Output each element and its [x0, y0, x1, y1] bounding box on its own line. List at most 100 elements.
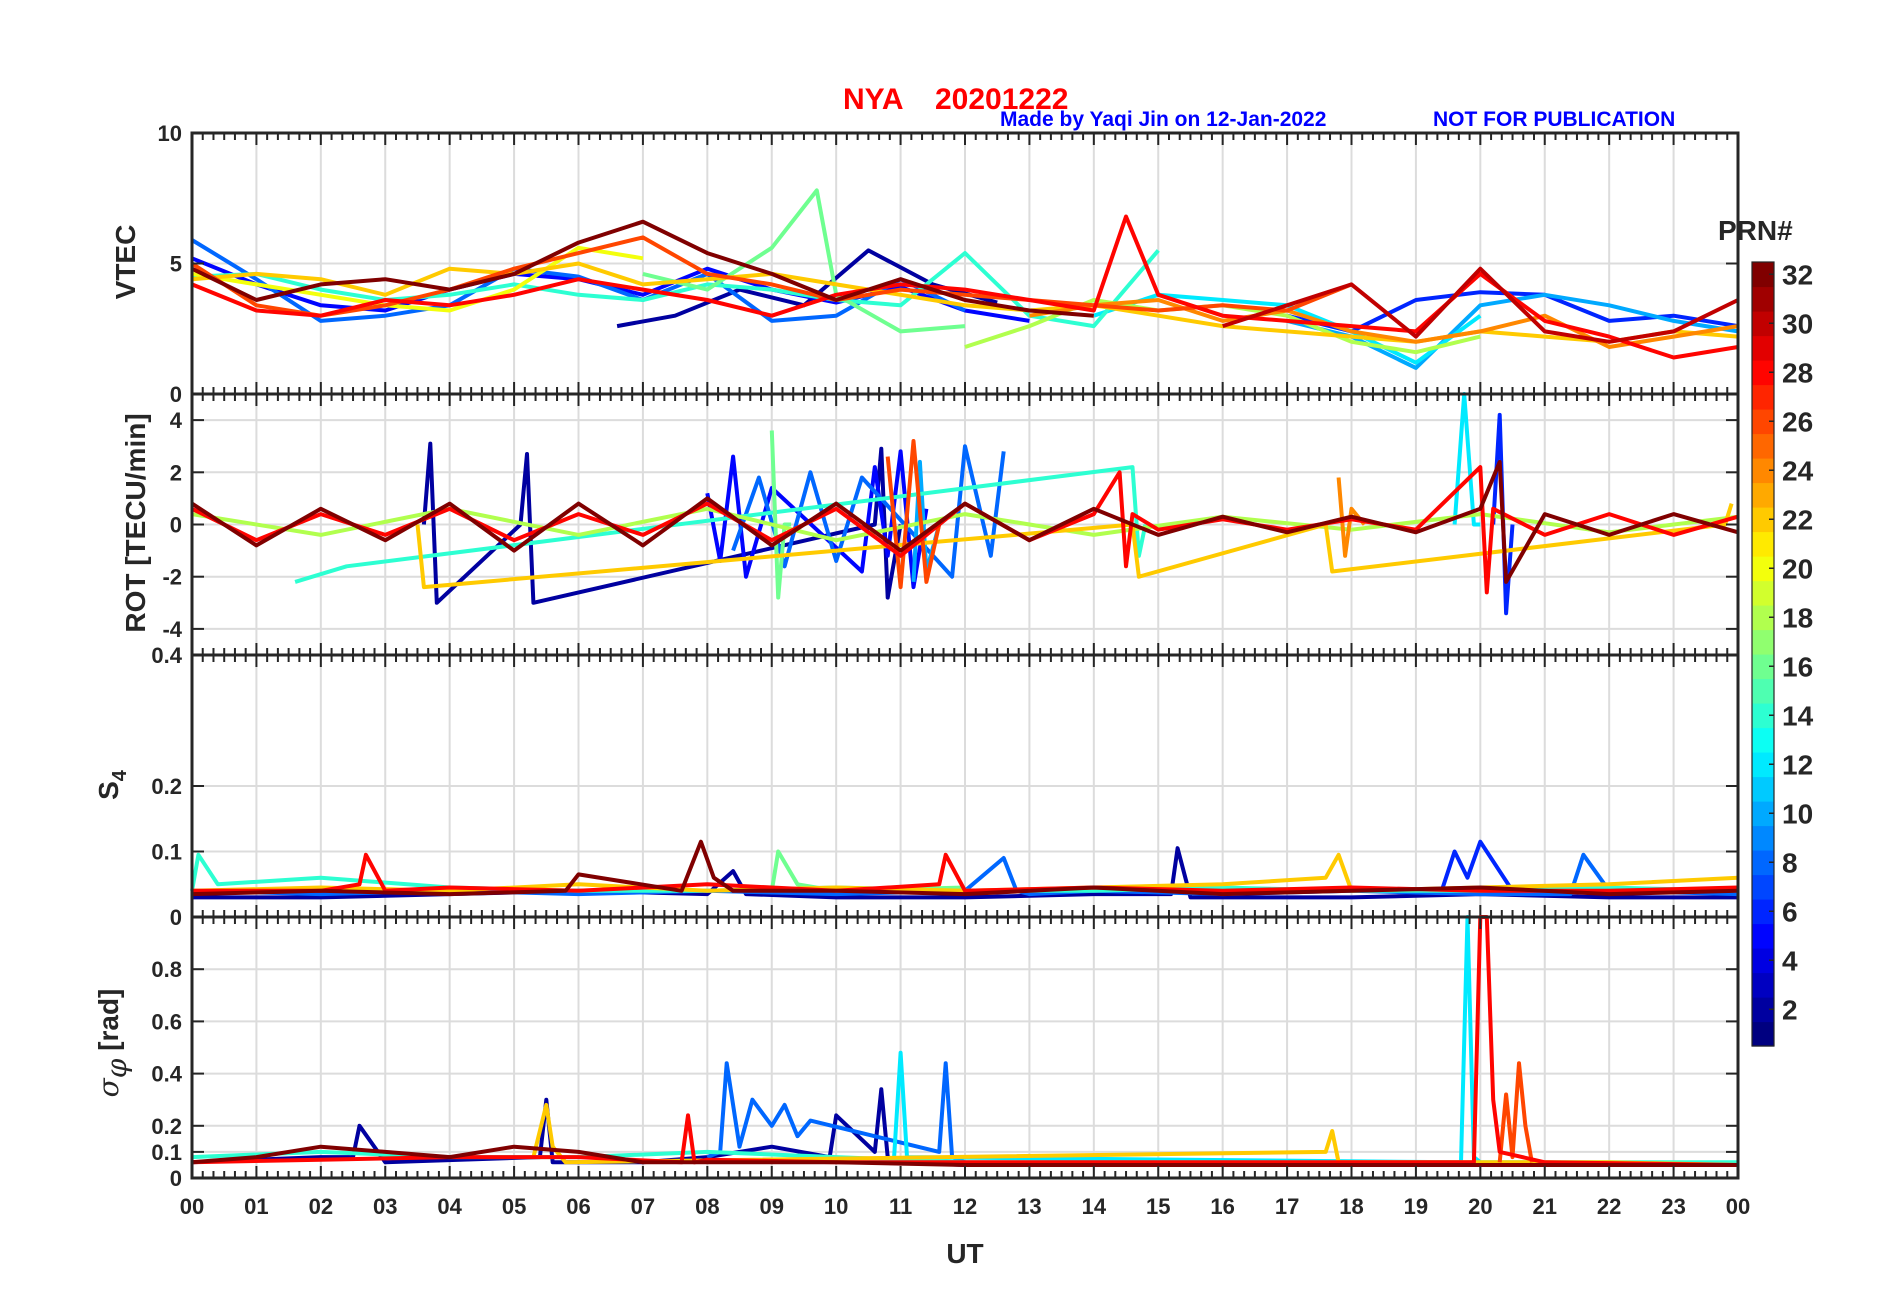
y-tick-label: 0.1 [151, 840, 182, 865]
x-tick-label: 10 [824, 1194, 848, 1219]
colorbar-swatch-prn-24 [1752, 458, 1774, 484]
rot-grid [192, 394, 1738, 655]
colorbar-tick-label: 8 [1782, 847, 1798, 878]
colorbar-swatch-prn-6 [1752, 899, 1774, 925]
vtec-panel: 0 5 10 VTEC [110, 121, 1740, 407]
x-tick-label: 13 [1017, 1194, 1041, 1219]
colorbar-swatch-prn-10 [1752, 801, 1774, 827]
series-line-prn-26 [885, 439, 942, 590]
y-tick-label: 0.6 [151, 1009, 182, 1034]
rot-y-tick-labels: -4 -2 0 2 4 [162, 408, 182, 642]
colorbar-tick-label: 26 [1782, 406, 1813, 437]
series-line-prn-8 [190, 238, 966, 323]
x-tick-label: 00 [1726, 1194, 1750, 1219]
y-tick-label: 0.4 [151, 643, 182, 668]
colorbar-swatch-prn-26 [1752, 409, 1774, 435]
x-tick-label: 04 [437, 1194, 462, 1219]
y-tick-label: 10 [158, 121, 182, 146]
colorbar-tick-label: 32 [1782, 259, 1813, 290]
colorbar-swatch-prn-5 [1752, 923, 1774, 949]
series-line-prn-28 [192, 852, 1739, 893]
x-tick-label: 07 [631, 1194, 655, 1219]
colorbar-tick-label: 30 [1782, 308, 1813, 339]
colorbar-tick-label: 24 [1782, 455, 1814, 486]
x-tick-label: 03 [373, 1194, 397, 1219]
colorbar-swatch-prn-27 [1752, 384, 1774, 410]
rot-panel: -4 -2 0 2 4 ROT [TECU/min] [120, 392, 1740, 657]
y-tick-label: 0.1 [151, 1140, 182, 1165]
colorbar-tick-label: 10 [1782, 798, 1813, 829]
colorbar-swatch-prn-16 [1752, 654, 1774, 680]
colorbar-swatch-prn-21 [1752, 531, 1774, 557]
x-axis-label: UT [946, 1238, 983, 1269]
colorbar-swatch-prn-29 [1752, 335, 1774, 361]
s4-panel: 00.10.20.4 S4 [93, 643, 1740, 930]
series-line-prn-26 [1497, 1061, 1534, 1163]
series-line-prn-28 [191, 915, 1739, 1167]
series-line-prn-32 [191, 839, 1739, 897]
x-tick-label: 22 [1597, 1194, 1621, 1219]
x-tick-label: 08 [695, 1194, 719, 1219]
colorbar-swatch-prn-30 [1752, 311, 1774, 337]
x-tick-label: 16 [1210, 1194, 1234, 1219]
series-line-prn-30 [1222, 266, 1739, 344]
x-tick-label: 14 [1082, 1194, 1107, 1219]
y-tick-label: 4 [170, 408, 183, 433]
series-line-prn-16 [642, 188, 966, 334]
vtec-y-axis-label: VTEC [110, 225, 141, 300]
y-tick-label: 0.2 [151, 774, 182, 799]
date-title: 20201222 [935, 83, 1068, 116]
series-line-prn-24 [1029, 298, 1739, 349]
y-tick-label: -4 [162, 617, 182, 642]
x-tick-label: 06 [566, 1194, 590, 1219]
series-line-prn-28 [191, 214, 1739, 360]
x-tick-label: 17 [1275, 1194, 1299, 1219]
s4-series-group [190, 839, 1739, 900]
series-line-prn-14 [294, 465, 1148, 584]
colorbar-swatch-prn-32 [1752, 262, 1774, 288]
y-tick-label: 0 [170, 1166, 182, 1191]
vtec-grid [192, 133, 1738, 394]
colorbar-swatch-prn-9 [1752, 825, 1774, 851]
colorbar-swatch-prn-18 [1752, 605, 1774, 631]
sigma-phi-ticks [191, 917, 1739, 1179]
y-tick-label: 0 [170, 905, 182, 930]
vtec-y-tick-labels: 0 5 10 [158, 121, 182, 407]
s4-y-tick-labels: 0 0.1 0.2 0.4 [151, 643, 182, 930]
x-tick-label: 00 [180, 1194, 204, 1219]
sigma-phi-y-axis-label-text: σφ [rad] [92, 989, 133, 1098]
sigma-phi-y-axis-label: σφ [rad] [92, 989, 133, 1098]
colorbar-swatch-prn-1 [1752, 1021, 1774, 1047]
series-line-prn-6 [1439, 839, 1515, 892]
colorbar-swatch-prn-4 [1752, 948, 1774, 974]
credit-text: Made by Yaqi Jin on 12-Jan-2022 [1000, 108, 1326, 131]
x-tick-label: 05 [502, 1194, 526, 1219]
sigma-phi-grid [192, 917, 1738, 1178]
vtec-ticks [191, 132, 1739, 395]
series-line-prn-26 [190, 235, 1353, 318]
colorbar-tick-label: 20 [1782, 553, 1813, 584]
colorbar-swatch-prn-3 [1752, 972, 1774, 998]
colorbar-swatch-prn-28 [1752, 360, 1774, 386]
x-tick-label: 23 [1661, 1194, 1685, 1219]
colorbar-swatch-prn-14 [1752, 703, 1774, 729]
rot-series-group [190, 392, 1739, 616]
colorbar-swatch-prn-12 [1752, 752, 1774, 778]
rot-y-axis-label: ROT [TECU/min] [120, 413, 151, 632]
series-line-prn-8 [706, 1061, 966, 1165]
x-tick-label: 15 [1146, 1194, 1170, 1219]
sigma-phi-series-group [191, 915, 1739, 1167]
colorbar-swatch-prn-8 [1752, 850, 1774, 876]
sigma-phi-panel: 00.10.2 0.4 0.6 0.8 σφ [rad] [92, 915, 1740, 1191]
y-tick-label: 5 [170, 252, 182, 277]
x-tick-label: 09 [760, 1194, 784, 1219]
x-tick-label: 21 [1533, 1194, 1557, 1219]
colorbar-tick-label: 6 [1782, 896, 1798, 927]
colorbar-swatch-prn-25 [1752, 433, 1774, 459]
colorbar-tick-label: 28 [1782, 357, 1813, 388]
station-title: NYA [843, 83, 904, 116]
colorbar-swatch-prn-7 [1752, 874, 1774, 900]
